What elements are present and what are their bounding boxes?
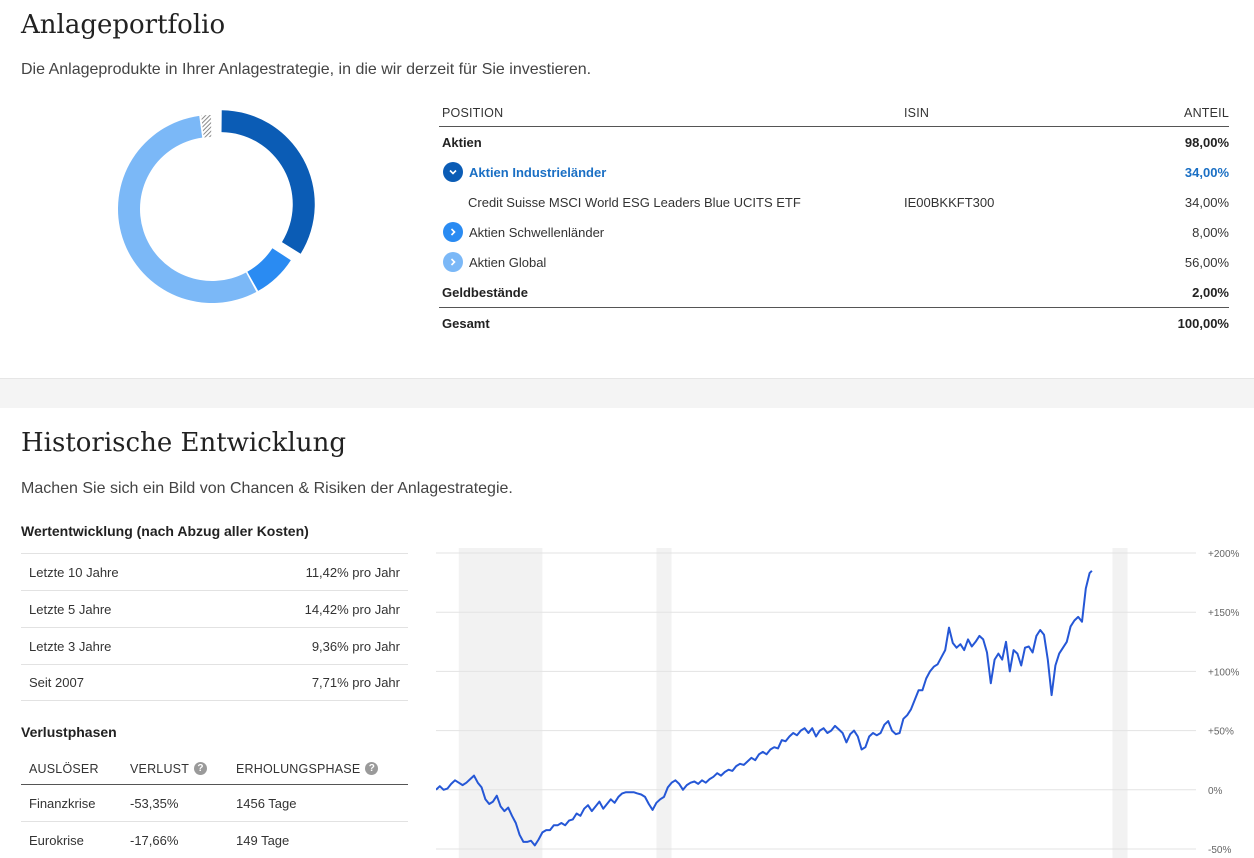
performance-value: 7,71% pro Jahr: [311, 675, 400, 690]
total-label: Gesamt: [442, 315, 490, 331]
loss-trigger: Eurokrise: [29, 832, 84, 848]
row-label: Aktien Global: [469, 254, 547, 270]
performance-table: Letzte 10 Jahre 11,42% pro Jahr Letzte 5…: [21, 553, 408, 701]
row-label: Credit Suisse MSCI World ESG Leaders Blu…: [468, 194, 801, 210]
y-tick-label: +100%: [1208, 667, 1240, 678]
y-tick-label: -50%: [1208, 845, 1231, 856]
y-tick-label: 0%: [1208, 786, 1223, 797]
row-etf-product: Credit Suisse MSCI World ESG Leaders Blu…: [439, 187, 1229, 217]
performance-row: Letzte 5 Jahre 14,42% pro Jahr: [21, 590, 408, 627]
donut-slice-3[interactable]: [201, 115, 212, 138]
row-label: Aktien Industrieländer: [469, 164, 607, 180]
drawdown-shade-1: [656, 548, 672, 858]
loss-recovery: 149 Tage: [236, 832, 290, 848]
row-share: 34,00%: [1184, 194, 1229, 210]
y-tick-label: +150%: [1208, 608, 1240, 619]
chevron-right-icon[interactable]: [443, 222, 463, 242]
performance-heading: Wertentwicklung (nach Abzug aller Kosten…: [21, 523, 309, 539]
loss-value: -17,66%: [130, 832, 179, 848]
section-divider: [0, 378, 1254, 408]
row-total: Gesamt 100,00%: [439, 307, 1229, 338]
losses-heading: Verlustphasen: [21, 724, 117, 740]
chevron-down-icon[interactable]: [443, 162, 463, 182]
donut-slice-1[interactable]: [247, 248, 291, 291]
row-share: 98,00%: [1184, 134, 1229, 150]
history-line-chart: +200% +150% +100% +50% 0% -50%: [436, 548, 1240, 858]
history-section: Historische Entwicklung Machen Sie sich …: [0, 408, 1254, 858]
row-share: 56,00%: [1184, 254, 1229, 270]
row-share: 8,00%: [1192, 224, 1229, 240]
history-title: Historische Entwicklung: [21, 428, 346, 458]
losses-table: AUSLÖSER VERLUST ? ERHOLUNGSPHASE ? Fina…: [21, 753, 408, 858]
help-icon[interactable]: ?: [194, 762, 208, 775]
history-subtitle: Machen Sie sich ein Bild von Chancen & R…: [21, 480, 513, 497]
header-position: POSITION: [442, 106, 504, 120]
loss-row: Finanzkrise -53,35% 1456 Tage: [21, 785, 408, 822]
portfolio-section: Anlageportfolio Die Anlageprodukte in Ih…: [0, 0, 1254, 378]
performance-value: 9,36% pro Jahr: [311, 638, 400, 654]
allocation-table: POSITION ISIN ANTEIL Aktien 98,00% Aktie…: [439, 100, 1229, 338]
row-aktien-industrielaender[interactable]: Aktien Industrieländer 34,00%: [439, 157, 1229, 187]
performance-period: Letzte 10 Jahre: [29, 564, 119, 580]
row-geldbestaende: Geldbestände 2,00%: [439, 277, 1229, 307]
performance-line[interactable]: [436, 570, 1093, 847]
performance-period: Letzte 3 Jahre: [29, 638, 112, 654]
performance-row: Letzte 10 Jahre 11,42% pro Jahr: [21, 553, 408, 590]
header-trigger: AUSLÖSER: [29, 761, 99, 776]
row-aktien-schwellenlaender[interactable]: Aktien Schwellenländer 8,00%: [439, 217, 1229, 247]
allocation-donut-chart: [117, 110, 315, 303]
header-share: ANTEIL: [1184, 106, 1229, 120]
loss-recovery: 1456 Tage: [236, 795, 297, 811]
row-share: 2,00%: [1192, 284, 1229, 300]
performance-row: Seit 2007 7,71% pro Jahr: [21, 664, 408, 701]
row-label: Aktien Schwellenländer: [469, 224, 605, 240]
performance-row: Letzte 3 Jahre 9,36% pro Jahr: [21, 627, 408, 664]
row-isin: IE00BKKFT300: [904, 194, 995, 210]
row-aktien: Aktien 98,00%: [439, 127, 1229, 157]
row-share: 34,00%: [1184, 164, 1229, 180]
portfolio-title: Anlageportfolio: [21, 10, 226, 40]
row-label: Aktien: [442, 134, 482, 150]
portfolio-subtitle: Die Anlageprodukte in Ihrer Anlagestrate…: [21, 61, 592, 78]
header-recovery: ERHOLUNGSPHASE: [236, 761, 361, 776]
donut-slice-0[interactable]: [221, 110, 315, 254]
help-icon[interactable]: ?: [365, 762, 379, 775]
performance-value: 14,42% pro Jahr: [304, 601, 400, 617]
loss-trigger: Finanzkrise: [29, 795, 96, 811]
loss-value: -53,35%: [130, 795, 179, 811]
performance-period: Seit 2007: [29, 675, 84, 690]
allocation-table-header: POSITION ISIN ANTEIL: [439, 100, 1229, 127]
performance-period: Letzte 5 Jahre: [29, 601, 112, 617]
performance-value: 11,42% pro Jahr: [305, 564, 400, 580]
row-aktien-global[interactable]: Aktien Global 56,00%: [439, 247, 1229, 277]
total-share: 100,00%: [1177, 315, 1229, 331]
drawdown-shade-2: [1112, 548, 1128, 858]
chevron-right-icon[interactable]: [443, 252, 463, 272]
y-tick-label: +200%: [1208, 549, 1240, 560]
loss-row: Eurokrise -17,66% 149 Tage: [21, 822, 408, 858]
drawdown-shade-0: [458, 548, 543, 858]
donut-slice-2[interactable]: [117, 115, 257, 303]
y-tick-label: +50%: [1208, 727, 1234, 738]
row-label: Geldbestände: [442, 284, 528, 300]
header-loss: VERLUST: [130, 761, 190, 776]
header-isin: ISIN: [904, 106, 930, 120]
losses-header: AUSLÖSER VERLUST ? ERHOLUNGSPHASE ?: [21, 753, 408, 785]
